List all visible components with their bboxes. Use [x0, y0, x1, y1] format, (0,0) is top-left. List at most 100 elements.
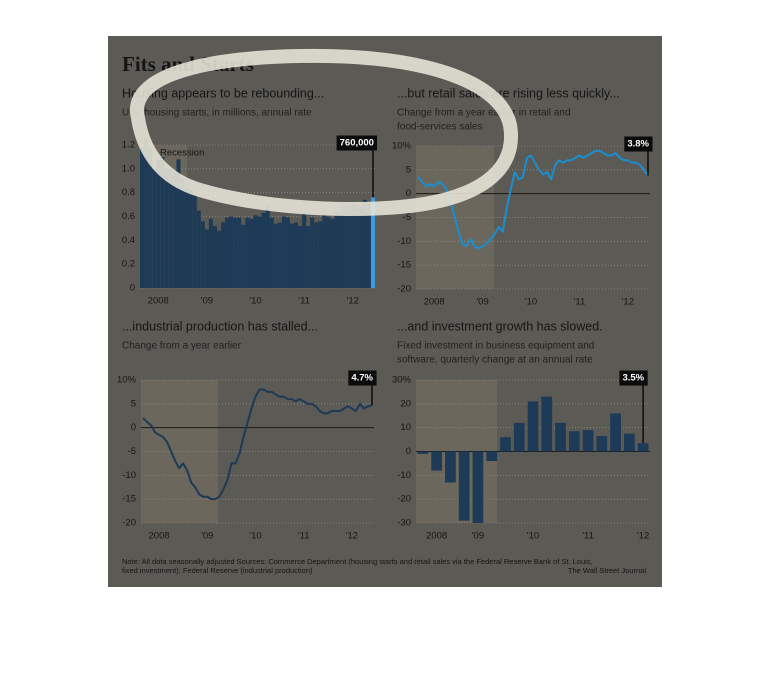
y-tick-label: -30: [397, 518, 411, 529]
y-tick-label: -10: [397, 236, 411, 247]
x-tick-label: 2008: [426, 531, 447, 542]
y-tick-label: 20: [400, 398, 411, 409]
chart-subtitle: food-services sales: [397, 122, 483, 133]
bar: [330, 218, 335, 288]
x-tick-label: '12: [637, 531, 649, 542]
bar: [200, 221, 205, 288]
chart-subtitle: Change from a year earlier: [122, 341, 242, 352]
bar: [281, 216, 286, 288]
y-tick-label: 5: [131, 398, 136, 409]
callout-box: [348, 370, 377, 386]
bar: [212, 226, 217, 288]
y-tick-label: 0.6: [122, 211, 135, 222]
bar: [164, 168, 169, 288]
bar: [314, 222, 319, 288]
footer-credit: The Wall Street Journal: [568, 566, 646, 575]
bar: [265, 205, 270, 288]
bar: [233, 217, 238, 288]
bar: [431, 451, 443, 471]
bar: [257, 216, 262, 288]
chart-subtitle: Fixed investment in business equipment a…: [397, 341, 594, 352]
bar: [168, 168, 173, 288]
y-tick-label: -20: [122, 518, 136, 529]
x-tick-label: '11: [582, 531, 594, 542]
bar: [192, 195, 197, 288]
bar: [293, 222, 299, 288]
y-tick-label: 10: [400, 422, 411, 433]
x-tick-label: 2008: [149, 531, 170, 542]
bar: [241, 224, 246, 288]
bar: [229, 216, 234, 288]
x-tick-label: '12: [622, 297, 634, 308]
bar: [140, 147, 145, 288]
x-tick-label: '10: [249, 296, 261, 307]
bar: [555, 422, 566, 452]
bar: [298, 226, 303, 288]
annotation: Recession: [160, 148, 204, 159]
bar: [302, 212, 307, 288]
bar: [237, 217, 242, 288]
bar: [458, 451, 470, 521]
x-tick-label: '11: [298, 531, 310, 542]
bar: [196, 210, 201, 288]
bar: [269, 217, 274, 288]
bar: [417, 451, 429, 454]
bar: [366, 203, 371, 288]
x-tick-label: '12: [347, 296, 359, 307]
y-tick-label: -15: [397, 260, 411, 271]
x-tick-label: '09: [201, 531, 213, 542]
callout-box: [624, 136, 653, 152]
bar: [334, 210, 339, 288]
y-tick-label: 0.8: [122, 187, 135, 198]
y-tick-label: 0.2: [122, 259, 135, 270]
value-label: 4.7%: [351, 373, 373, 384]
chart-subtitle: software, quarterly change at an annual …: [397, 355, 593, 366]
value-label: 3.5%: [622, 373, 644, 384]
bar: [342, 204, 347, 288]
y-tick-label: 0: [406, 446, 411, 457]
bar: [596, 436, 608, 452]
bar: [285, 217, 290, 288]
y-tick-label: -5: [128, 446, 136, 457]
bar: [358, 204, 363, 288]
y-tick-label: 30%: [392, 375, 412, 386]
y-tick-label: -20: [397, 284, 411, 295]
line: [142, 388, 373, 501]
bar: [445, 451, 456, 483]
value-label: 3.8%: [627, 139, 649, 150]
bar: [289, 223, 294, 288]
y-tick-label: 1.0: [122, 163, 135, 174]
recession-shade: [141, 380, 218, 523]
x-tick-label: '11: [574, 297, 586, 308]
bar: [273, 223, 278, 288]
bar: [160, 156, 165, 288]
bar: [637, 443, 649, 452]
y-tick-label: 10%: [117, 375, 137, 386]
bar: [249, 218, 254, 288]
chart-title: Housing appears to be rebounding...: [122, 86, 324, 100]
bar: [568, 431, 580, 452]
bar: [527, 401, 539, 452]
bar: [310, 217, 315, 288]
y-tick-label: 1.2: [122, 140, 135, 151]
footer-note: Note: All data seasonally adjusted Sourc…: [122, 557, 593, 566]
chart-subtitle: U.S. housing starts, in millions, annual…: [122, 108, 312, 119]
footer-note: fixed investment); Federal Reserve (indu…: [122, 566, 313, 575]
bar: [346, 205, 351, 288]
x-tick-label: '10: [527, 531, 539, 542]
bar: [152, 168, 157, 288]
bar: [148, 147, 153, 288]
x-tick-label: '10: [249, 531, 261, 542]
x-tick-label: '12: [346, 531, 358, 542]
bar: [623, 433, 635, 452]
bar: [176, 159, 181, 288]
chart-title: ...industrial production has stalled...: [122, 319, 318, 333]
charts: Housing appears to be rebounding... U.S. …: [117, 86, 653, 542]
bar: [156, 160, 161, 288]
y-tick-label: -5: [403, 212, 411, 223]
y-tick-label: 0: [131, 422, 136, 433]
bar: [253, 215, 258, 288]
bar: [204, 229, 209, 288]
bar: [318, 221, 323, 288]
